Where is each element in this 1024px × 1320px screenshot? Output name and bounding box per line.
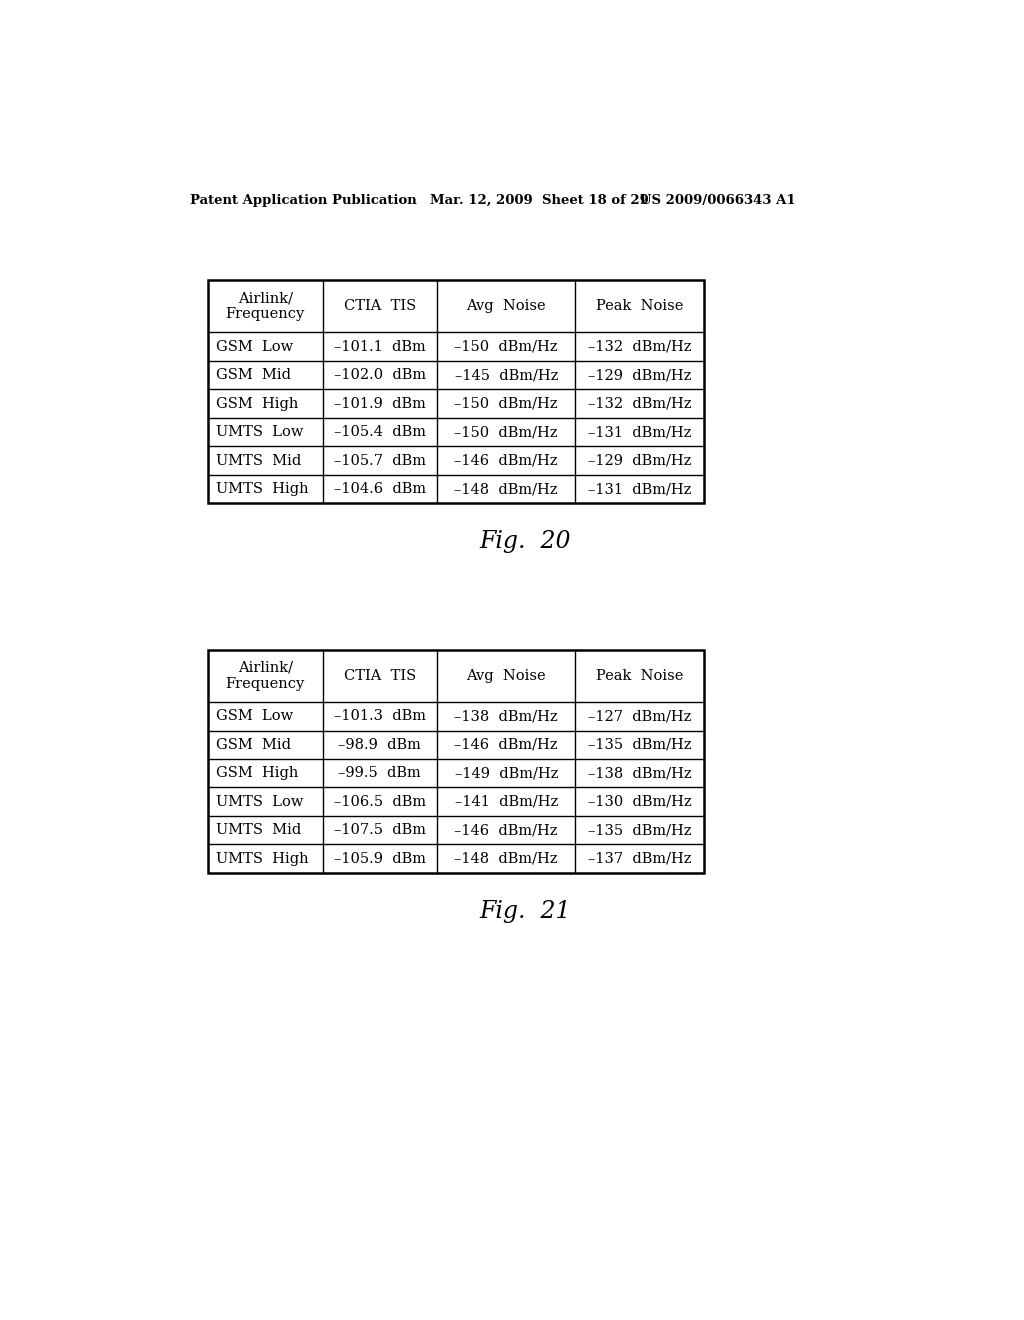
- Text: –150  dBm/Hz: –150 dBm/Hz: [455, 425, 558, 440]
- Text: –141  dBm/Hz: –141 dBm/Hz: [455, 795, 558, 809]
- Text: –148  dBm/Hz: –148 dBm/Hz: [455, 482, 558, 496]
- Text: CTIA  TIS: CTIA TIS: [344, 669, 416, 682]
- Text: UMTS  Low: UMTS Low: [216, 425, 303, 440]
- Text: CTIA  TIS: CTIA TIS: [344, 300, 416, 313]
- Text: US 2009/0066343 A1: US 2009/0066343 A1: [640, 194, 795, 207]
- Text: –101.3  dBm: –101.3 dBm: [334, 709, 426, 723]
- Text: –130  dBm/Hz: –130 dBm/Hz: [588, 795, 691, 809]
- Text: –146  dBm/Hz: –146 dBm/Hz: [455, 454, 558, 467]
- Text: –138  dBm/Hz: –138 dBm/Hz: [455, 709, 558, 723]
- Text: –131  dBm/Hz: –131 dBm/Hz: [588, 482, 691, 496]
- Text: –129  dBm/Hz: –129 dBm/Hz: [588, 454, 691, 467]
- Text: –145  dBm/Hz: –145 dBm/Hz: [455, 368, 558, 383]
- Text: –105.9  dBm: –105.9 dBm: [334, 851, 426, 866]
- Text: UMTS  Mid: UMTS Mid: [216, 824, 301, 837]
- Text: –148  dBm/Hz: –148 dBm/Hz: [455, 851, 558, 866]
- Text: Peak  Noise: Peak Noise: [596, 300, 683, 313]
- Text: –101.9  dBm: –101.9 dBm: [334, 396, 426, 411]
- Text: –150  dBm/Hz: –150 dBm/Hz: [455, 339, 558, 354]
- Text: UMTS  High: UMTS High: [216, 482, 308, 496]
- Text: –99.5  dBm: –99.5 dBm: [339, 766, 421, 780]
- Text: –146  dBm/Hz: –146 dBm/Hz: [455, 738, 558, 752]
- Text: Fig.  21: Fig. 21: [479, 900, 570, 923]
- Text: UMTS  High: UMTS High: [216, 851, 308, 866]
- Text: –98.9  dBm: –98.9 dBm: [339, 738, 421, 752]
- Text: –137  dBm/Hz: –137 dBm/Hz: [588, 851, 691, 866]
- Text: –132  dBm/Hz: –132 dBm/Hz: [588, 339, 691, 354]
- Text: –104.6  dBm: –104.6 dBm: [334, 482, 426, 496]
- Text: –131  dBm/Hz: –131 dBm/Hz: [588, 425, 691, 440]
- Text: –129  dBm/Hz: –129 dBm/Hz: [588, 368, 691, 383]
- Text: Avg  Noise: Avg Noise: [466, 669, 546, 682]
- Text: Peak  Noise: Peak Noise: [596, 669, 683, 682]
- Bar: [208, 649, 703, 873]
- Text: –150  dBm/Hz: –150 dBm/Hz: [455, 396, 558, 411]
- Text: –135  dBm/Hz: –135 dBm/Hz: [588, 738, 691, 752]
- Text: –127  dBm/Hz: –127 dBm/Hz: [588, 709, 691, 723]
- Text: Avg  Noise: Avg Noise: [466, 300, 546, 313]
- Text: UMTS  Mid: UMTS Mid: [216, 454, 301, 467]
- Text: –132  dBm/Hz: –132 dBm/Hz: [588, 396, 691, 411]
- Text: –101.1  dBm: –101.1 dBm: [334, 339, 426, 354]
- Text: –106.5  dBm: –106.5 dBm: [334, 795, 426, 809]
- Text: Mar. 12, 2009  Sheet 18 of 29: Mar. 12, 2009 Sheet 18 of 29: [430, 194, 649, 207]
- Bar: [208, 280, 703, 503]
- Text: GSM  Mid: GSM Mid: [216, 738, 291, 752]
- Text: –105.4  dBm: –105.4 dBm: [334, 425, 426, 440]
- Text: –107.5  dBm: –107.5 dBm: [334, 824, 426, 837]
- Text: –105.7  dBm: –105.7 dBm: [334, 454, 426, 467]
- Text: GSM  Mid: GSM Mid: [216, 368, 291, 383]
- Text: GSM  Low: GSM Low: [216, 709, 293, 723]
- Text: –149  dBm/Hz: –149 dBm/Hz: [455, 766, 558, 780]
- Text: GSM  High: GSM High: [216, 396, 298, 411]
- Text: –135  dBm/Hz: –135 dBm/Hz: [588, 824, 691, 837]
- Text: –102.0  dBm: –102.0 dBm: [334, 368, 426, 383]
- Text: –138  dBm/Hz: –138 dBm/Hz: [588, 766, 691, 780]
- Text: Fig.  20: Fig. 20: [479, 531, 570, 553]
- Text: –146  dBm/Hz: –146 dBm/Hz: [455, 824, 558, 837]
- Text: GSM  High: GSM High: [216, 766, 298, 780]
- Text: Airlink/
Frequency: Airlink/ Frequency: [225, 292, 305, 321]
- Text: Airlink/
Frequency: Airlink/ Frequency: [225, 661, 305, 690]
- Text: Patent Application Publication: Patent Application Publication: [190, 194, 417, 207]
- Text: GSM  Low: GSM Low: [216, 339, 293, 354]
- Text: UMTS  Low: UMTS Low: [216, 795, 303, 809]
